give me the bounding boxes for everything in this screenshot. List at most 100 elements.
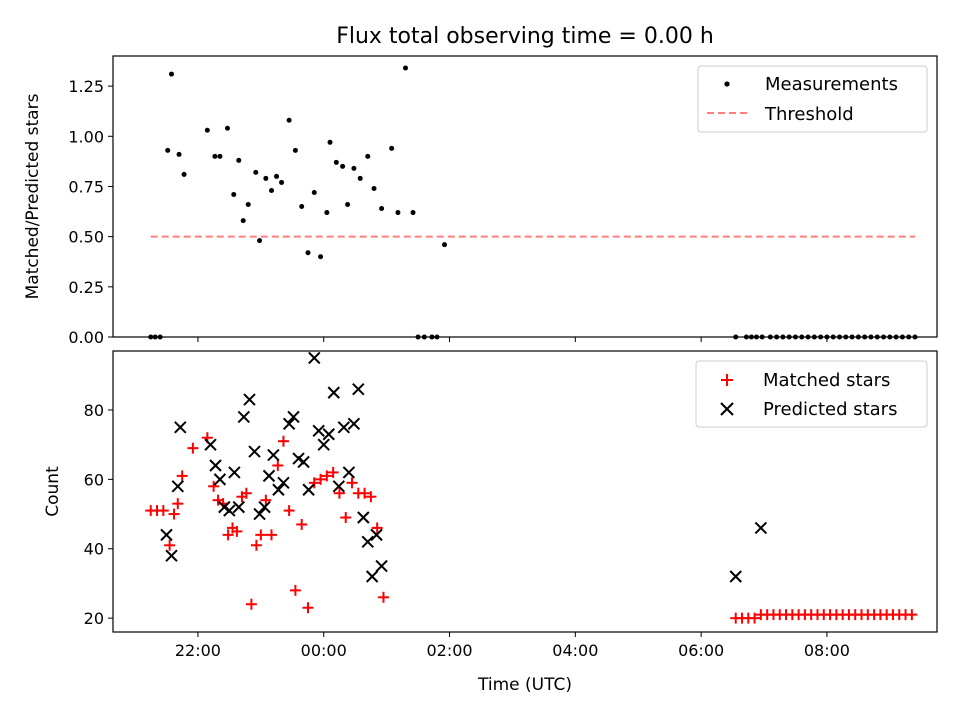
predicted-star-point [332, 480, 346, 493]
matched-star-point [168, 508, 180, 520]
predicted-star-point [317, 438, 330, 451]
figure-title: Flux total observing time = 0.00 h [336, 24, 714, 49]
ratio-ytick-label: 0.00 [68, 328, 104, 347]
predicted-star-point [213, 473, 227, 486]
y-axis-label-count: Count [43, 466, 63, 517]
matched-star-point [245, 598, 257, 610]
matched-star-point [340, 512, 352, 524]
predicted-star-point [365, 570, 379, 583]
axes-frame-ratio [112, 55, 938, 338]
measurement-point [279, 179, 285, 185]
matched-star-point [172, 498, 184, 510]
matched-star-point [272, 459, 284, 471]
ratio-ytick-label: 0.25 [68, 278, 104, 297]
predicted-star-point [165, 549, 178, 562]
measurement-point [333, 159, 339, 165]
predicted-star-point [347, 417, 361, 431]
measurement-point [351, 165, 357, 171]
measurement-point [292, 147, 298, 153]
ratio-ytick-label: 1.00 [68, 127, 104, 146]
xtick-label: 04:00 [552, 641, 598, 660]
measurement-point [311, 189, 317, 195]
measurement-point [441, 242, 447, 248]
axes-frame-count [112, 350, 938, 633]
xtick-label: 02:00 [426, 641, 472, 660]
measurement-point [299, 204, 305, 210]
measurement-point [379, 206, 385, 212]
x-axis-label: Time (UTC) [477, 675, 572, 695]
predicted-star-point [258, 500, 271, 514]
predicted-star-point [248, 445, 261, 458]
matched-star-point [222, 529, 234, 541]
count-ytick-label: 80 [84, 401, 104, 420]
predicted-star-point [357, 511, 370, 524]
measurement-point [274, 173, 280, 179]
panel-ratio: Matched/Predicted stars 0.00 0.25 0.50 0.75… [23, 55, 938, 347]
measurement-point [269, 187, 275, 193]
matched-star-point [296, 518, 308, 530]
measurement-point [204, 127, 210, 133]
predicted-star-point [282, 417, 296, 431]
ratio-ytick-label: 0.75 [68, 177, 104, 196]
measurement-point [345, 202, 351, 208]
xtick-label: 00:00 [301, 641, 347, 660]
predicted-star-point [160, 528, 173, 542]
measurement-point [327, 139, 333, 145]
predicted-star-point [174, 421, 187, 434]
measurement-point [371, 185, 377, 191]
matched-star-point [176, 470, 188, 482]
predicted-star-point [232, 500, 246, 514]
count-ytick-label: 60 [84, 470, 104, 489]
xtick-label: 22:00 [175, 641, 221, 660]
matched-star-point [231, 525, 243, 537]
measurement-point [212, 153, 218, 159]
predicted-star-point [342, 466, 356, 479]
predicted-star-point [729, 570, 742, 583]
measurement-point [236, 157, 242, 163]
predicted-star-point [262, 469, 276, 483]
legend-label-measurements: Measurements [765, 74, 898, 95]
measurement-point [357, 175, 363, 181]
predicted-star-point [171, 480, 184, 493]
matched-star-point [164, 539, 176, 551]
matched-star-point [333, 487, 345, 499]
predicted-star-point [243, 393, 256, 406]
predicted-star-point [228, 466, 241, 479]
measurement-point [318, 254, 324, 260]
predicted-star-point [302, 483, 315, 496]
measurement-point [231, 191, 237, 197]
measurement-point [217, 153, 223, 159]
matched-star-point [250, 539, 262, 551]
legend-label-matched-stars: Matched stars [763, 370, 890, 391]
measurement-point [263, 175, 269, 181]
measurement-point [340, 163, 346, 169]
measurement-point [305, 250, 311, 256]
predicted-star-point [277, 476, 290, 490]
matched-star-point [157, 505, 169, 517]
measurement-point [402, 65, 408, 71]
predicted-star-point [209, 459, 222, 472]
legend-ratio: Measurements Threshold [697, 65, 928, 133]
measurement-point [253, 169, 259, 175]
measurement-point [286, 117, 292, 123]
measurement-point [395, 210, 401, 216]
count-ytick-label: 20 [84, 609, 104, 628]
matched-star-point [277, 435, 289, 447]
matched-star-point [377, 591, 389, 603]
measurement-point [165, 147, 171, 153]
matched-star-point [208, 480, 220, 492]
measurement-point [410, 210, 416, 216]
panel-counts: Count 20 40 60 80 22:00 00:00 02:00 04:00 06:00… [43, 350, 938, 695]
predicted-star-point [337, 421, 351, 434]
matched-star-point [302, 602, 314, 614]
matched-star-point [365, 491, 377, 503]
measurement-point [168, 71, 174, 77]
matched-star-point [283, 505, 295, 517]
matched-star-point [308, 477, 320, 489]
predicted-star-point [370, 528, 383, 542]
matched-star-point [359, 487, 371, 499]
legend-count: Matched stars Predicted stars [695, 360, 928, 428]
matched-star-point [240, 487, 252, 499]
measurement-point [324, 210, 330, 216]
